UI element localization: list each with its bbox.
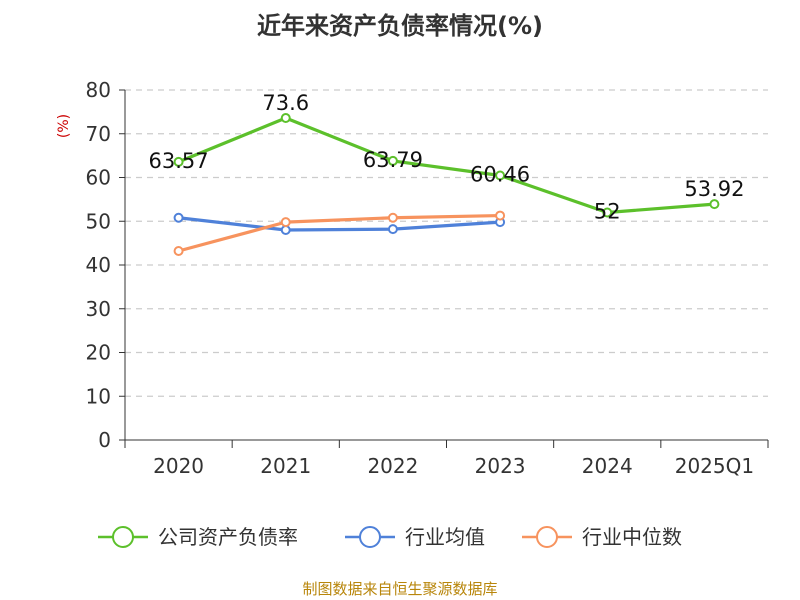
y-tick-label: 50	[86, 209, 111, 233]
legend-label: 行业中位数	[582, 525, 682, 549]
x-tick-label: 2024	[582, 454, 633, 478]
series-line	[178, 213, 501, 253]
y-axis-unit-label: (%)	[56, 114, 72, 138]
data-label: 52	[594, 200, 621, 224]
data-point	[173, 212, 184, 223]
y-tick-label: 10	[86, 384, 111, 408]
x-tick-label: 2025Q1	[675, 454, 754, 478]
data-point	[280, 113, 291, 123]
data-point	[709, 199, 720, 210]
data-point	[387, 212, 398, 223]
legend-marker	[536, 526, 558, 548]
x-tick-label: 2021	[260, 454, 311, 478]
data-point	[173, 156, 184, 167]
legend-item: 行业均值	[345, 525, 485, 549]
data-point	[280, 217, 291, 228]
chart-title: 近年来资产负债率情况(%)	[257, 12, 543, 40]
data-label: 73.6	[262, 91, 309, 115]
legend-label: 行业均值	[405, 525, 485, 549]
data-point	[387, 155, 398, 166]
y-tick-label: 0	[98, 428, 111, 452]
x-tick-label: 2020	[153, 454, 204, 478]
y-tick-label: 80	[86, 78, 111, 102]
data-label: 53.92	[684, 177, 744, 201]
data-point	[173, 246, 184, 256]
x-tick-label: 2023	[475, 454, 526, 478]
data-point	[387, 224, 398, 235]
data-point	[280, 225, 291, 235]
legend-marker	[112, 526, 134, 548]
x-tick-label: 2022	[367, 454, 418, 478]
data-label: 63.57	[149, 149, 209, 173]
data-label: 63.79	[363, 148, 423, 172]
y-tick-label: 40	[86, 253, 111, 277]
y-tick-label: 30	[86, 297, 111, 321]
y-tick-label: 20	[86, 341, 111, 365]
series-line	[178, 216, 501, 232]
legend-label: 公司资产负债率	[158, 525, 298, 549]
y-tick-label: 70	[86, 122, 111, 146]
legend-item: 行业中位数	[522, 525, 682, 549]
source-note: 制图数据来自恒生聚源数据库	[302, 580, 497, 598]
legend-item: 公司资产负债率	[98, 525, 298, 549]
y-tick-label: 60	[86, 166, 111, 190]
data-point	[495, 210, 506, 221]
data-point	[495, 170, 506, 181]
series-line	[177, 116, 715, 215]
legend-marker	[359, 526, 381, 548]
data-point	[602, 207, 613, 218]
data-label: 60.46	[470, 162, 530, 186]
